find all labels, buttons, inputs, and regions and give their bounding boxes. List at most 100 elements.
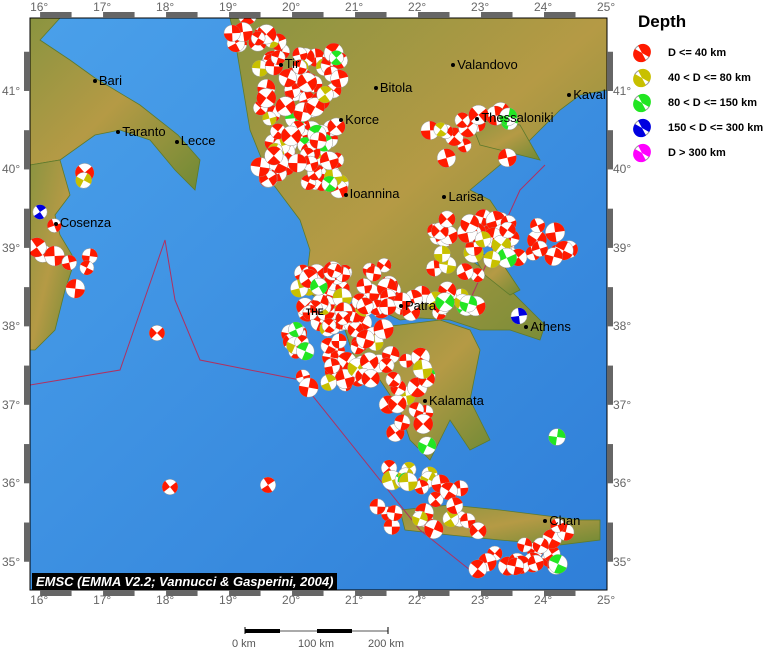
beachball[interactable] (532, 537, 549, 554)
beachball[interactable] (309, 131, 327, 150)
beachball[interactable] (413, 413, 434, 435)
beachball[interactable] (369, 498, 386, 515)
beachball[interactable] (356, 297, 374, 315)
beachball[interactable] (426, 260, 443, 277)
beachball[interactable] (373, 318, 394, 340)
beachball[interactable] (436, 148, 456, 168)
beachball[interactable] (499, 221, 516, 239)
beachball[interactable] (298, 377, 319, 398)
beachball[interactable] (356, 278, 373, 294)
beachball[interactable] (327, 117, 346, 136)
beachball[interactable] (331, 333, 347, 349)
beachball[interactable] (393, 292, 412, 310)
beachball[interactable] (435, 292, 455, 312)
beachball[interactable] (388, 394, 407, 414)
beachball[interactable] (433, 245, 451, 263)
beachball[interactable] (383, 518, 401, 535)
beachball[interactable] (326, 262, 343, 279)
beachball[interactable] (250, 31, 266, 46)
beachball[interactable] (256, 88, 277, 108)
beachball[interactable] (433, 122, 449, 137)
beachball[interactable] (548, 428, 566, 446)
beachball[interactable] (61, 254, 77, 271)
beachball[interactable] (328, 50, 344, 66)
beachball[interactable] (379, 298, 397, 316)
beachball[interactable] (499, 107, 518, 126)
beachball[interactable] (323, 357, 341, 375)
beachball[interactable] (44, 245, 65, 267)
beachball[interactable] (288, 153, 307, 173)
beachball[interactable] (459, 294, 478, 313)
beachball[interactable] (517, 537, 533, 553)
beachball[interactable] (497, 148, 517, 168)
beachball[interactable] (321, 318, 337, 333)
beachball[interactable] (161, 478, 179, 496)
beachball[interactable] (394, 414, 411, 431)
beachball[interactable] (460, 512, 476, 529)
beachball[interactable] (468, 559, 488, 579)
beachball[interactable] (545, 222, 566, 243)
beachball[interactable] (149, 325, 165, 341)
beachball[interactable] (474, 231, 492, 248)
beachball[interactable] (544, 247, 563, 267)
beachball[interactable] (288, 321, 304, 338)
beachball[interactable] (531, 240, 548, 257)
beachball[interactable] (75, 172, 92, 189)
beachball[interactable] (359, 352, 379, 371)
beachball[interactable] (280, 125, 302, 147)
beachball[interactable] (527, 554, 545, 572)
beachball[interactable] (65, 278, 86, 299)
beachball[interactable] (460, 214, 480, 233)
beachball[interactable] (454, 112, 471, 128)
beachball[interactable] (262, 111, 277, 126)
beachball[interactable] (259, 476, 277, 494)
beachball[interactable] (378, 357, 395, 374)
beachball[interactable] (456, 263, 474, 281)
beachball[interactable] (361, 369, 380, 388)
beachball[interactable] (264, 146, 284, 166)
beachball[interactable] (550, 518, 565, 533)
beachball[interactable] (506, 557, 525, 576)
beachball[interactable] (510, 307, 528, 325)
beachball[interactable] (411, 510, 428, 527)
beachball[interactable] (278, 68, 297, 88)
beachball[interactable] (386, 504, 403, 522)
beachball[interactable] (398, 472, 418, 492)
beachball[interactable] (310, 277, 328, 296)
beachball[interactable] (356, 329, 375, 349)
beachball[interactable] (469, 522, 487, 540)
beachball[interactable] (399, 353, 414, 368)
beachball[interactable] (365, 265, 382, 282)
beachball[interactable] (79, 260, 95, 276)
beachball[interactable] (548, 554, 568, 574)
beachball[interactable] (483, 250, 501, 269)
beachball[interactable] (424, 519, 444, 540)
beachball[interactable] (270, 50, 286, 66)
beachball[interactable] (292, 59, 308, 75)
beachball[interactable] (438, 210, 456, 228)
beachball[interactable] (439, 482, 458, 501)
beachball[interactable] (385, 371, 402, 388)
beachball[interactable] (27, 237, 47, 258)
beachball[interactable] (529, 217, 546, 234)
beachball[interactable] (417, 436, 437, 456)
beachball[interactable] (320, 374, 338, 391)
beachball[interactable] (223, 24, 241, 42)
beachball[interactable] (302, 155, 319, 172)
beachball[interactable] (412, 359, 433, 380)
beachball[interactable] (302, 304, 318, 321)
beachball[interactable] (292, 47, 308, 63)
beachball[interactable] (275, 96, 296, 117)
beachball[interactable] (297, 72, 318, 93)
beachball[interactable] (250, 157, 270, 177)
beachball[interactable] (316, 85, 334, 104)
beachball[interactable] (427, 491, 444, 508)
beachball[interactable] (32, 204, 48, 220)
beachball[interactable] (446, 497, 464, 515)
beachball[interactable] (468, 104, 489, 125)
beachball[interactable] (296, 342, 315, 361)
beachball[interactable] (321, 175, 338, 193)
beachball[interactable] (319, 151, 339, 171)
beachball[interactable] (414, 479, 430, 495)
